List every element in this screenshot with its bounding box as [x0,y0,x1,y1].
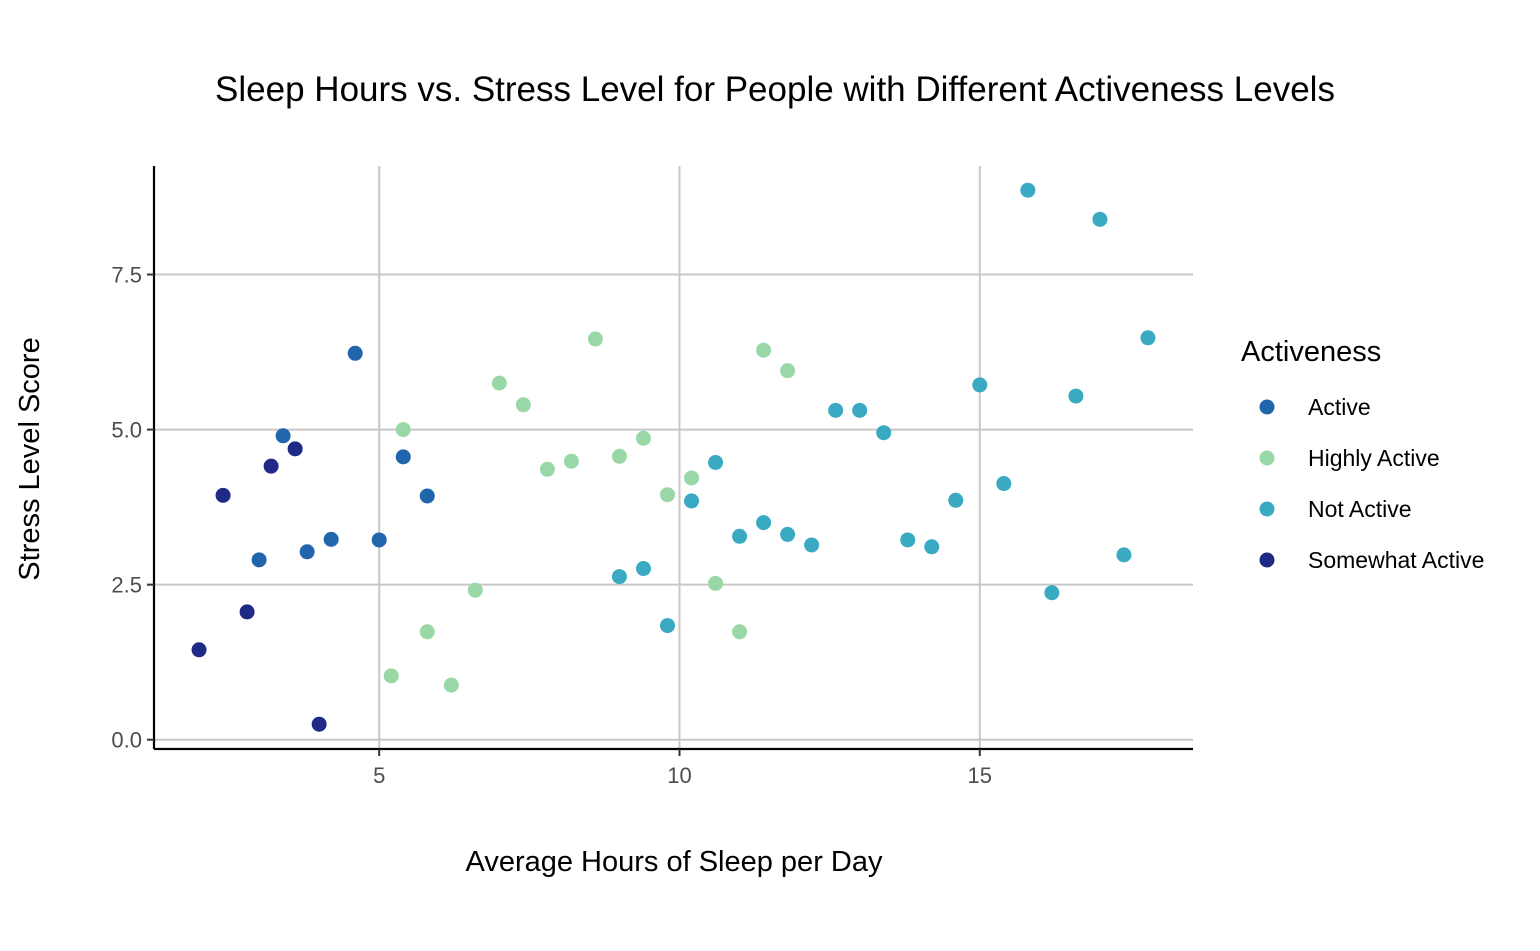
data-point [756,515,772,531]
data-point [708,575,724,591]
data-point [780,526,796,542]
data-point [467,582,483,598]
series-highly-active [383,331,796,693]
data-point [587,331,603,347]
legend-key [1259,450,1275,466]
x-tick-label-0: 5 [373,763,385,788]
data-point [395,449,411,465]
data-point [443,677,459,693]
data-point [491,375,507,391]
grid-layer [154,166,1193,749]
legend-label: Somewhat Active [1308,547,1484,573]
data-point [383,668,399,684]
x-axis-title: Average Hours of Sleep per Day [466,846,883,878]
data-point [239,604,255,620]
data-point [287,441,303,457]
data-point [635,430,651,446]
data-point [395,422,411,438]
legend-label: Highly Active [1308,445,1440,471]
legend-item: Active [1259,394,1371,420]
tick-layer: 5 10 15 0.0 2.5 5.0 7.5 [111,263,992,788]
data-point [828,402,844,418]
legend: Activeness Active Highly Active Not Active… [1241,336,1484,573]
y-axis-title: Stress Level Score [14,337,46,580]
legend-label: Active [1308,394,1371,420]
legend-label: Not Active [1308,496,1412,522]
legend-item: Highly Active [1259,445,1440,471]
legend-item: Not Active [1259,496,1412,522]
data-point [263,458,279,474]
data-point [1044,585,1060,601]
data-point [1092,211,1108,227]
data-point [323,531,339,547]
data-point [299,544,315,560]
data-point [684,470,700,486]
series-not-active [611,182,1156,634]
chart-title: Sleep Hours vs. Stress Level for People … [215,70,1335,109]
data-point [708,454,724,470]
data-point [311,716,327,732]
data-point [419,624,435,640]
x-tick-label-2: 15 [968,763,992,788]
x-tick-label-1: 10 [667,763,691,788]
data-point [419,488,435,504]
data-point [996,476,1012,492]
data-point [563,453,579,469]
data-point [972,377,988,393]
data-point [611,569,627,585]
point-layer [191,182,1156,732]
data-point [215,487,231,503]
legend-title: Activeness [1241,336,1381,368]
data-point [251,552,267,568]
data-point [539,461,555,477]
legend-key [1259,501,1275,517]
data-point [1020,182,1036,198]
data-point [347,345,363,361]
data-point [515,397,531,413]
data-point [900,532,916,548]
data-point [275,428,291,444]
series-somewhat-active [191,441,327,732]
legend-item: Somewhat Active [1259,547,1484,573]
data-point [659,487,675,503]
data-point [876,425,892,441]
data-point [1068,388,1084,404]
data-point [756,342,772,358]
data-point [611,448,627,464]
axis-layer [152,166,1193,751]
data-point [1116,547,1132,563]
legend-items: Active Highly Active Not Active Somewhat Ac… [1259,394,1484,573]
data-point [191,642,207,658]
y-tick-label-0: 0.0 [111,728,142,753]
y-tick-label-3: 7.5 [111,263,142,288]
data-point [732,624,748,640]
series-active [251,345,435,568]
data-point [684,493,700,509]
legend-key [1259,399,1275,415]
data-point [852,402,868,418]
data-point [371,532,387,548]
data-point [635,561,651,577]
data-point [948,492,964,508]
data-point [924,539,940,555]
data-point [732,528,748,544]
legend-key [1259,552,1275,568]
y-tick-label-1: 2.5 [111,573,142,598]
y-tick-label-2: 5.0 [111,418,142,443]
data-point [659,618,675,634]
data-point [804,537,820,553]
data-point [780,363,796,379]
data-point [1140,330,1156,346]
